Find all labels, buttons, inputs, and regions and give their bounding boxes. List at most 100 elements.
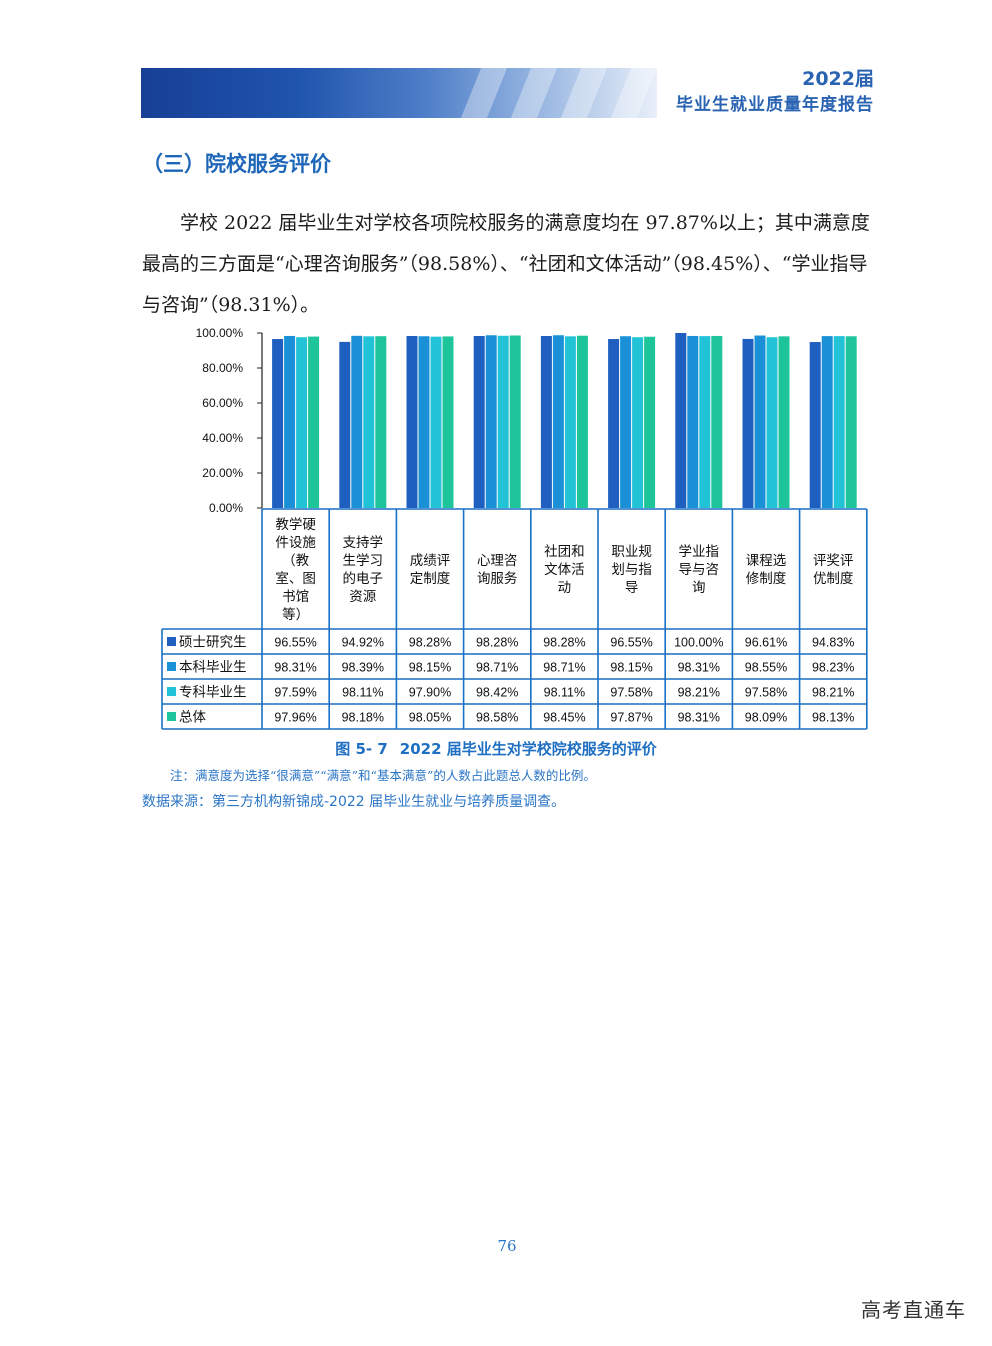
category-label-line: 支持学 xyxy=(343,535,384,551)
bar xyxy=(351,335,363,508)
bar xyxy=(576,335,588,508)
bar xyxy=(754,335,766,508)
category-label-line: 动 xyxy=(558,580,572,596)
legend-label: 硕士研究生 xyxy=(179,635,247,651)
data-cell: 98.18% xyxy=(342,711,384,725)
data-cell: 98.31% xyxy=(274,661,316,675)
y-tick-label: 100.00% xyxy=(196,326,244,340)
category-label-line: 教学硬 xyxy=(275,517,316,533)
legend-label: 专科毕业生 xyxy=(179,685,247,701)
category-label-line: 件设施 xyxy=(275,535,316,551)
category-label-line: 资源 xyxy=(349,589,376,605)
y-tick-label: 40.00% xyxy=(202,431,243,445)
bar xyxy=(540,336,552,508)
data-source: 数据来源：第三方机构新锦成-2022 届毕业生就业与培养质量调查。 xyxy=(142,794,566,810)
bar xyxy=(608,339,620,508)
category-label-line: 等） xyxy=(282,606,309,623)
y-tick-label: 0.00% xyxy=(209,501,243,515)
category-label: 社团和文体活动 xyxy=(544,544,585,596)
data-cell: 98.31% xyxy=(678,711,720,725)
bar xyxy=(485,335,497,508)
bar xyxy=(687,335,699,508)
data-cell: 98.21% xyxy=(678,686,720,700)
data-cell: 98.05% xyxy=(409,711,451,725)
category-label-line: 社团和 xyxy=(544,544,585,560)
bar xyxy=(375,336,387,508)
category-label-line: 生学习 xyxy=(343,553,384,569)
data-cell: 98.58% xyxy=(476,711,518,725)
data-cell: 94.92% xyxy=(342,636,384,650)
data-cell: 98.45% xyxy=(543,711,585,725)
data-cell: 97.58% xyxy=(745,686,787,700)
bar xyxy=(845,336,857,508)
figure-note: 注：满意度为选择“很满意”“满意”和“基本满意”的人数占此题总人数的比例。 xyxy=(170,768,596,783)
category-label: 学业指导与咨询 xyxy=(679,544,720,596)
data-cell: 98.28% xyxy=(543,636,585,650)
category-label-line: （教 xyxy=(282,553,309,569)
figure-number: 图 5- 7 xyxy=(335,740,388,758)
bar xyxy=(821,336,833,508)
bar xyxy=(473,336,485,508)
category-label-line: 室、图 xyxy=(275,570,316,587)
category-label: 心理咨询服务 xyxy=(477,553,518,587)
category-label-line: 评奖评 xyxy=(813,552,854,569)
data-cell: 97.58% xyxy=(610,686,652,700)
body-paragraph: 学校 2022 届毕业生对学校各项院校服务的满意度均在 97.87%以上；其中满… xyxy=(142,212,870,316)
category-label: 成绩评定制度 xyxy=(410,553,451,587)
bar xyxy=(699,336,711,508)
category-label-line: 划与指 xyxy=(611,562,652,578)
legend-swatch xyxy=(167,712,176,721)
data-cell: 98.28% xyxy=(476,636,518,650)
legend-label: 总体 xyxy=(179,710,206,726)
data-cell: 98.13% xyxy=(812,711,854,725)
bar xyxy=(339,341,351,508)
category-label: 教学硬件设施 （教室、图书馆等） xyxy=(275,517,316,623)
bar xyxy=(644,336,656,508)
category-label: 课程选修制度 xyxy=(746,553,787,587)
figure-title: 2022 届毕业生对学校院校服务的评价 xyxy=(399,740,657,758)
bar xyxy=(564,336,576,508)
bar xyxy=(272,339,284,508)
bar xyxy=(406,336,418,508)
figure-caption: 图 5- 7 2022 届毕业生对学校院校服务的评价 xyxy=(0,738,992,759)
data-cell: 98.09% xyxy=(745,711,787,725)
data-cell: 98.39% xyxy=(342,661,384,675)
category-label-line: 修制度 xyxy=(746,571,787,587)
data-cell: 96.61% xyxy=(745,636,787,650)
category-label-line: 询 xyxy=(692,580,706,596)
category-label-line: 定制度 xyxy=(410,571,451,587)
category-label-line: 学业指 xyxy=(679,544,720,560)
bar xyxy=(308,336,320,508)
section-heading: （三）院校服务评价 xyxy=(142,152,331,176)
data-cell: 94.83% xyxy=(812,636,854,650)
bar xyxy=(296,337,308,508)
watermark: 高考直通车 xyxy=(861,1298,966,1322)
category-label: 支持学生学习的电子资源 xyxy=(343,535,384,605)
data-cell: 98.11% xyxy=(544,686,585,700)
category-label-line: 职业规 xyxy=(611,544,652,560)
bar xyxy=(675,333,687,508)
bar xyxy=(711,335,723,508)
header-banner xyxy=(141,68,658,118)
data-cell: 98.42% xyxy=(476,686,518,700)
y-tick-label: 20.00% xyxy=(202,466,243,480)
data-cell: 100.00% xyxy=(674,636,723,650)
data-cell: 98.31% xyxy=(678,661,720,675)
legend-label: 本科毕业生 xyxy=(179,660,247,676)
category-label-line: 书馆 xyxy=(282,589,309,605)
bar xyxy=(418,336,430,508)
data-cell: 97.87% xyxy=(610,711,652,725)
legend-swatch xyxy=(167,662,176,671)
bar xyxy=(766,337,778,508)
page-number: 76 xyxy=(497,1237,517,1255)
bar xyxy=(632,337,644,508)
data-cell: 96.55% xyxy=(610,636,652,650)
category-label-line: 文体活 xyxy=(544,562,585,578)
report-title: 毕业生就业质量年度报告 xyxy=(676,95,874,115)
bar xyxy=(778,336,790,508)
category-label-line: 优制度 xyxy=(813,571,854,587)
bar xyxy=(442,336,454,508)
data-cell: 98.21% xyxy=(812,686,854,700)
category-label-line: 导与咨 xyxy=(679,562,720,578)
data-cell: 96.55% xyxy=(274,636,316,650)
